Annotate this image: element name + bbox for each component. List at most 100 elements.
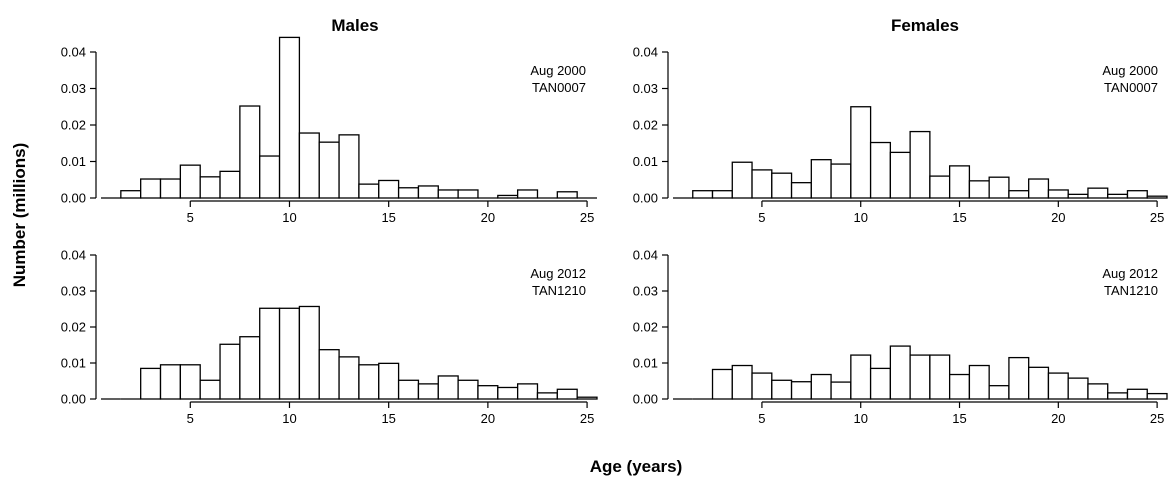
x-axis-title: Age (years) — [590, 457, 683, 476]
histogram-bar — [968, 364, 990, 400]
histogram-bar — [318, 349, 340, 400]
survey-annotation: Aug 2012 — [530, 266, 586, 281]
histogram-bar — [909, 130, 931, 199]
y-tick-label: 0.01 — [633, 154, 658, 169]
y-tick-label: 0.02 — [61, 320, 86, 335]
histogram-bar — [199, 176, 221, 199]
y-tick-label: 0.01 — [633, 356, 658, 371]
y-tick-label: 0.01 — [61, 356, 86, 371]
histogram-bar — [239, 336, 261, 400]
histogram-bar — [968, 180, 990, 199]
histogram-bar — [477, 385, 499, 400]
y-tick-label: 0.03 — [633, 284, 658, 299]
histogram-bar — [497, 194, 519, 199]
survey-annotation: TAN1210 — [1104, 283, 1158, 298]
x-tick-label: 15 — [381, 411, 395, 426]
panel-1: 0.00 0.01 0.02 0.03 0.04 5 10 15 20 25 Aug 2000 TAN… — [61, 36, 597, 225]
y-tick-label: 0.02 — [61, 118, 86, 133]
x-tick-label: 10 — [853, 210, 867, 225]
histogram-bar — [457, 189, 479, 199]
histogram-bar — [378, 362, 400, 400]
y-tick-label: 0.04 — [61, 248, 86, 263]
histogram-bar — [219, 170, 241, 199]
histogram-bar — [556, 191, 578, 199]
histogram-bar — [1107, 193, 1129, 199]
histogram-bar — [457, 379, 479, 400]
histogram-bar — [159, 178, 182, 199]
column-title-females: Females — [891, 16, 959, 35]
histogram-bar — [259, 155, 281, 199]
histogram-bar — [278, 36, 301, 199]
histogram-bar — [731, 364, 753, 400]
histogram-bar — [397, 187, 420, 199]
histogram-bar — [711, 368, 733, 400]
x-tick-label: 20 — [1051, 210, 1065, 225]
histogram-bar — [948, 373, 971, 400]
histogram-bar — [988, 176, 1010, 199]
panel-2: 0.00 0.01 0.02 0.03 0.04 5 10 15 20 25 Aug 2000 TAN… — [633, 45, 1168, 225]
histogram-bar — [219, 343, 241, 400]
histogram-bar — [830, 163, 852, 199]
y-tick-label: 0.02 — [633, 320, 658, 335]
histogram-bar — [850, 354, 872, 400]
histogram-bar — [909, 354, 931, 400]
histogram-bar — [338, 134, 360, 199]
histogram-bar — [1067, 193, 1089, 199]
survey-annotation: Aug 2000 — [530, 63, 586, 78]
histogram-bar — [810, 159, 832, 199]
histogram-bar — [536, 392, 558, 400]
histogram-bar — [378, 179, 400, 199]
histogram-bar — [298, 305, 320, 400]
y-tick-label: 0.03 — [61, 81, 86, 96]
histogram-bar — [850, 106, 872, 199]
histogram-bar — [889, 151, 911, 199]
x-tick-label: 20 — [481, 210, 495, 225]
histogram-bar — [1146, 195, 1168, 199]
histogram-bar — [1047, 189, 1069, 199]
column-title-males: Males — [331, 16, 378, 35]
histogram-bar — [239, 105, 261, 199]
histogram-bar — [179, 364, 201, 400]
histogram-bar — [318, 141, 340, 199]
y-tick-label: 0.00 — [61, 191, 86, 206]
histogram-bar — [179, 164, 201, 199]
histogram-bar — [140, 178, 162, 199]
histogram-bar — [988, 385, 1010, 400]
x-tick-label: 5 — [758, 210, 765, 225]
histogram-bar — [259, 307, 281, 400]
histogram-bar — [516, 383, 539, 400]
x-tick-label: 10 — [282, 411, 296, 426]
histogram-bar — [437, 189, 459, 199]
histogram-bar — [929, 175, 951, 199]
histogram-bar — [1146, 392, 1168, 400]
histogram-bar — [1008, 356, 1030, 400]
histogram-bar — [790, 381, 812, 400]
histogram-bar — [731, 161, 753, 199]
y-tick-label: 0.00 — [61, 392, 86, 407]
y-tick-label: 0.04 — [633, 248, 658, 263]
histogram-bar — [1087, 383, 1109, 400]
histogram-bar — [338, 356, 360, 400]
histogram-bar — [1067, 377, 1089, 400]
x-tick-label: 15 — [952, 411, 966, 426]
histogram-bar — [358, 183, 380, 199]
y-tick-label: 0.00 — [633, 191, 658, 206]
x-tick-label: 25 — [1150, 411, 1164, 426]
histogram-bar — [810, 373, 832, 400]
histogram-bar — [751, 372, 773, 400]
histogram-bar — [556, 388, 578, 400]
y-tick-label: 0.01 — [61, 154, 86, 169]
x-tick-label: 10 — [853, 411, 867, 426]
histogram-bar — [771, 172, 793, 199]
histogram-bar — [140, 367, 162, 400]
survey-annotation: Aug 2012 — [1102, 266, 1158, 281]
histogram-bar — [358, 364, 380, 400]
histogram-bar — [1047, 372, 1069, 400]
x-tick-label: 5 — [187, 210, 194, 225]
histogram-bar — [1126, 388, 1148, 400]
histogram-bar — [1087, 187, 1109, 199]
survey-annotation: Aug 2000 — [1102, 63, 1158, 78]
panel-3: 0.00 0.01 0.02 0.03 0.04 5 10 15 20 25 Aug 2012 TAN… — [61, 248, 598, 426]
x-tick-label: 25 — [580, 411, 594, 426]
